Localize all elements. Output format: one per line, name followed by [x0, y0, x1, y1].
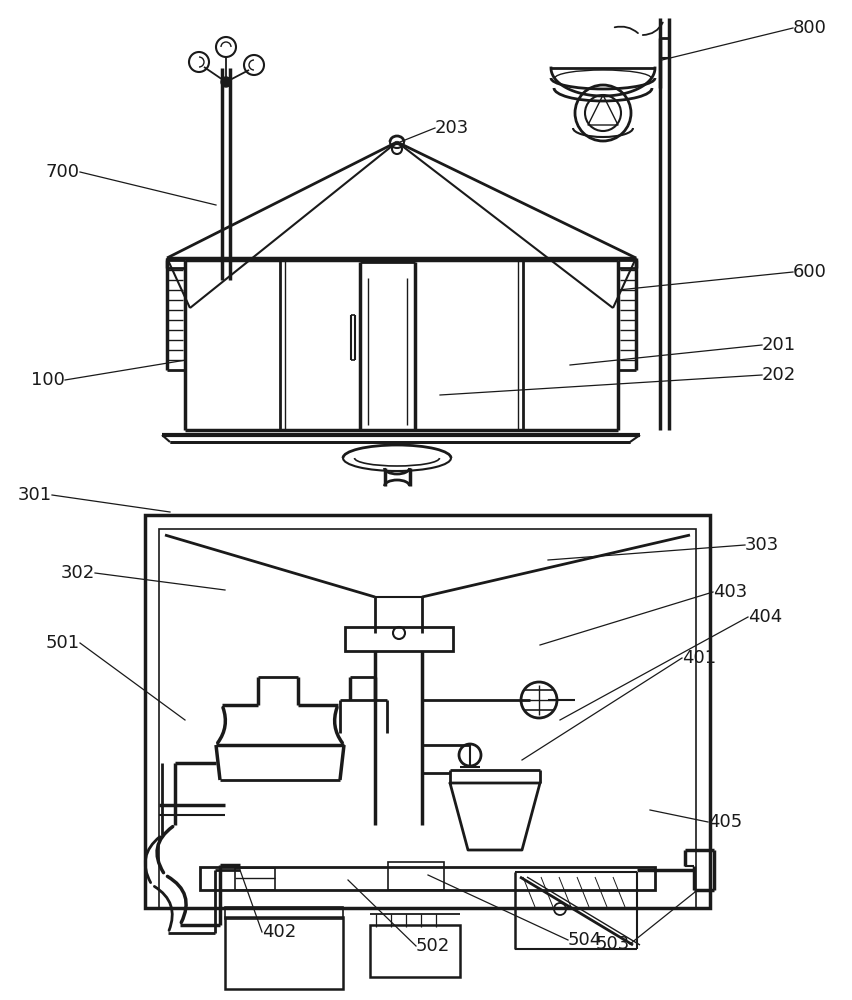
Text: 203: 203: [435, 119, 469, 137]
Bar: [145, 515, 709, 908]
Bar: [199, 867, 654, 890]
Text: 201: 201: [761, 336, 795, 354]
Text: 600: 600: [792, 263, 826, 281]
Text: 700: 700: [46, 163, 80, 181]
Bar: [158, 529, 695, 908]
Bar: [370, 925, 459, 977]
Text: 405: 405: [707, 813, 741, 831]
Text: 302: 302: [60, 564, 95, 582]
Bar: [225, 917, 343, 989]
Text: 404: 404: [747, 608, 781, 626]
Text: 303: 303: [744, 536, 779, 554]
Text: 401: 401: [682, 649, 716, 667]
Text: 503: 503: [595, 935, 630, 953]
Text: 504: 504: [567, 931, 602, 949]
Text: 100: 100: [31, 371, 65, 389]
Bar: [225, 907, 343, 919]
Text: 403: 403: [712, 583, 746, 601]
Text: 301: 301: [18, 486, 52, 504]
Bar: [234, 868, 274, 890]
Bar: [388, 862, 444, 890]
Text: 202: 202: [761, 366, 795, 384]
Text: 501: 501: [46, 634, 80, 652]
Text: 402: 402: [262, 923, 296, 941]
Text: 800: 800: [792, 19, 826, 37]
Text: 502: 502: [416, 937, 450, 955]
Bar: [344, 627, 452, 651]
Circle shape: [221, 77, 231, 87]
